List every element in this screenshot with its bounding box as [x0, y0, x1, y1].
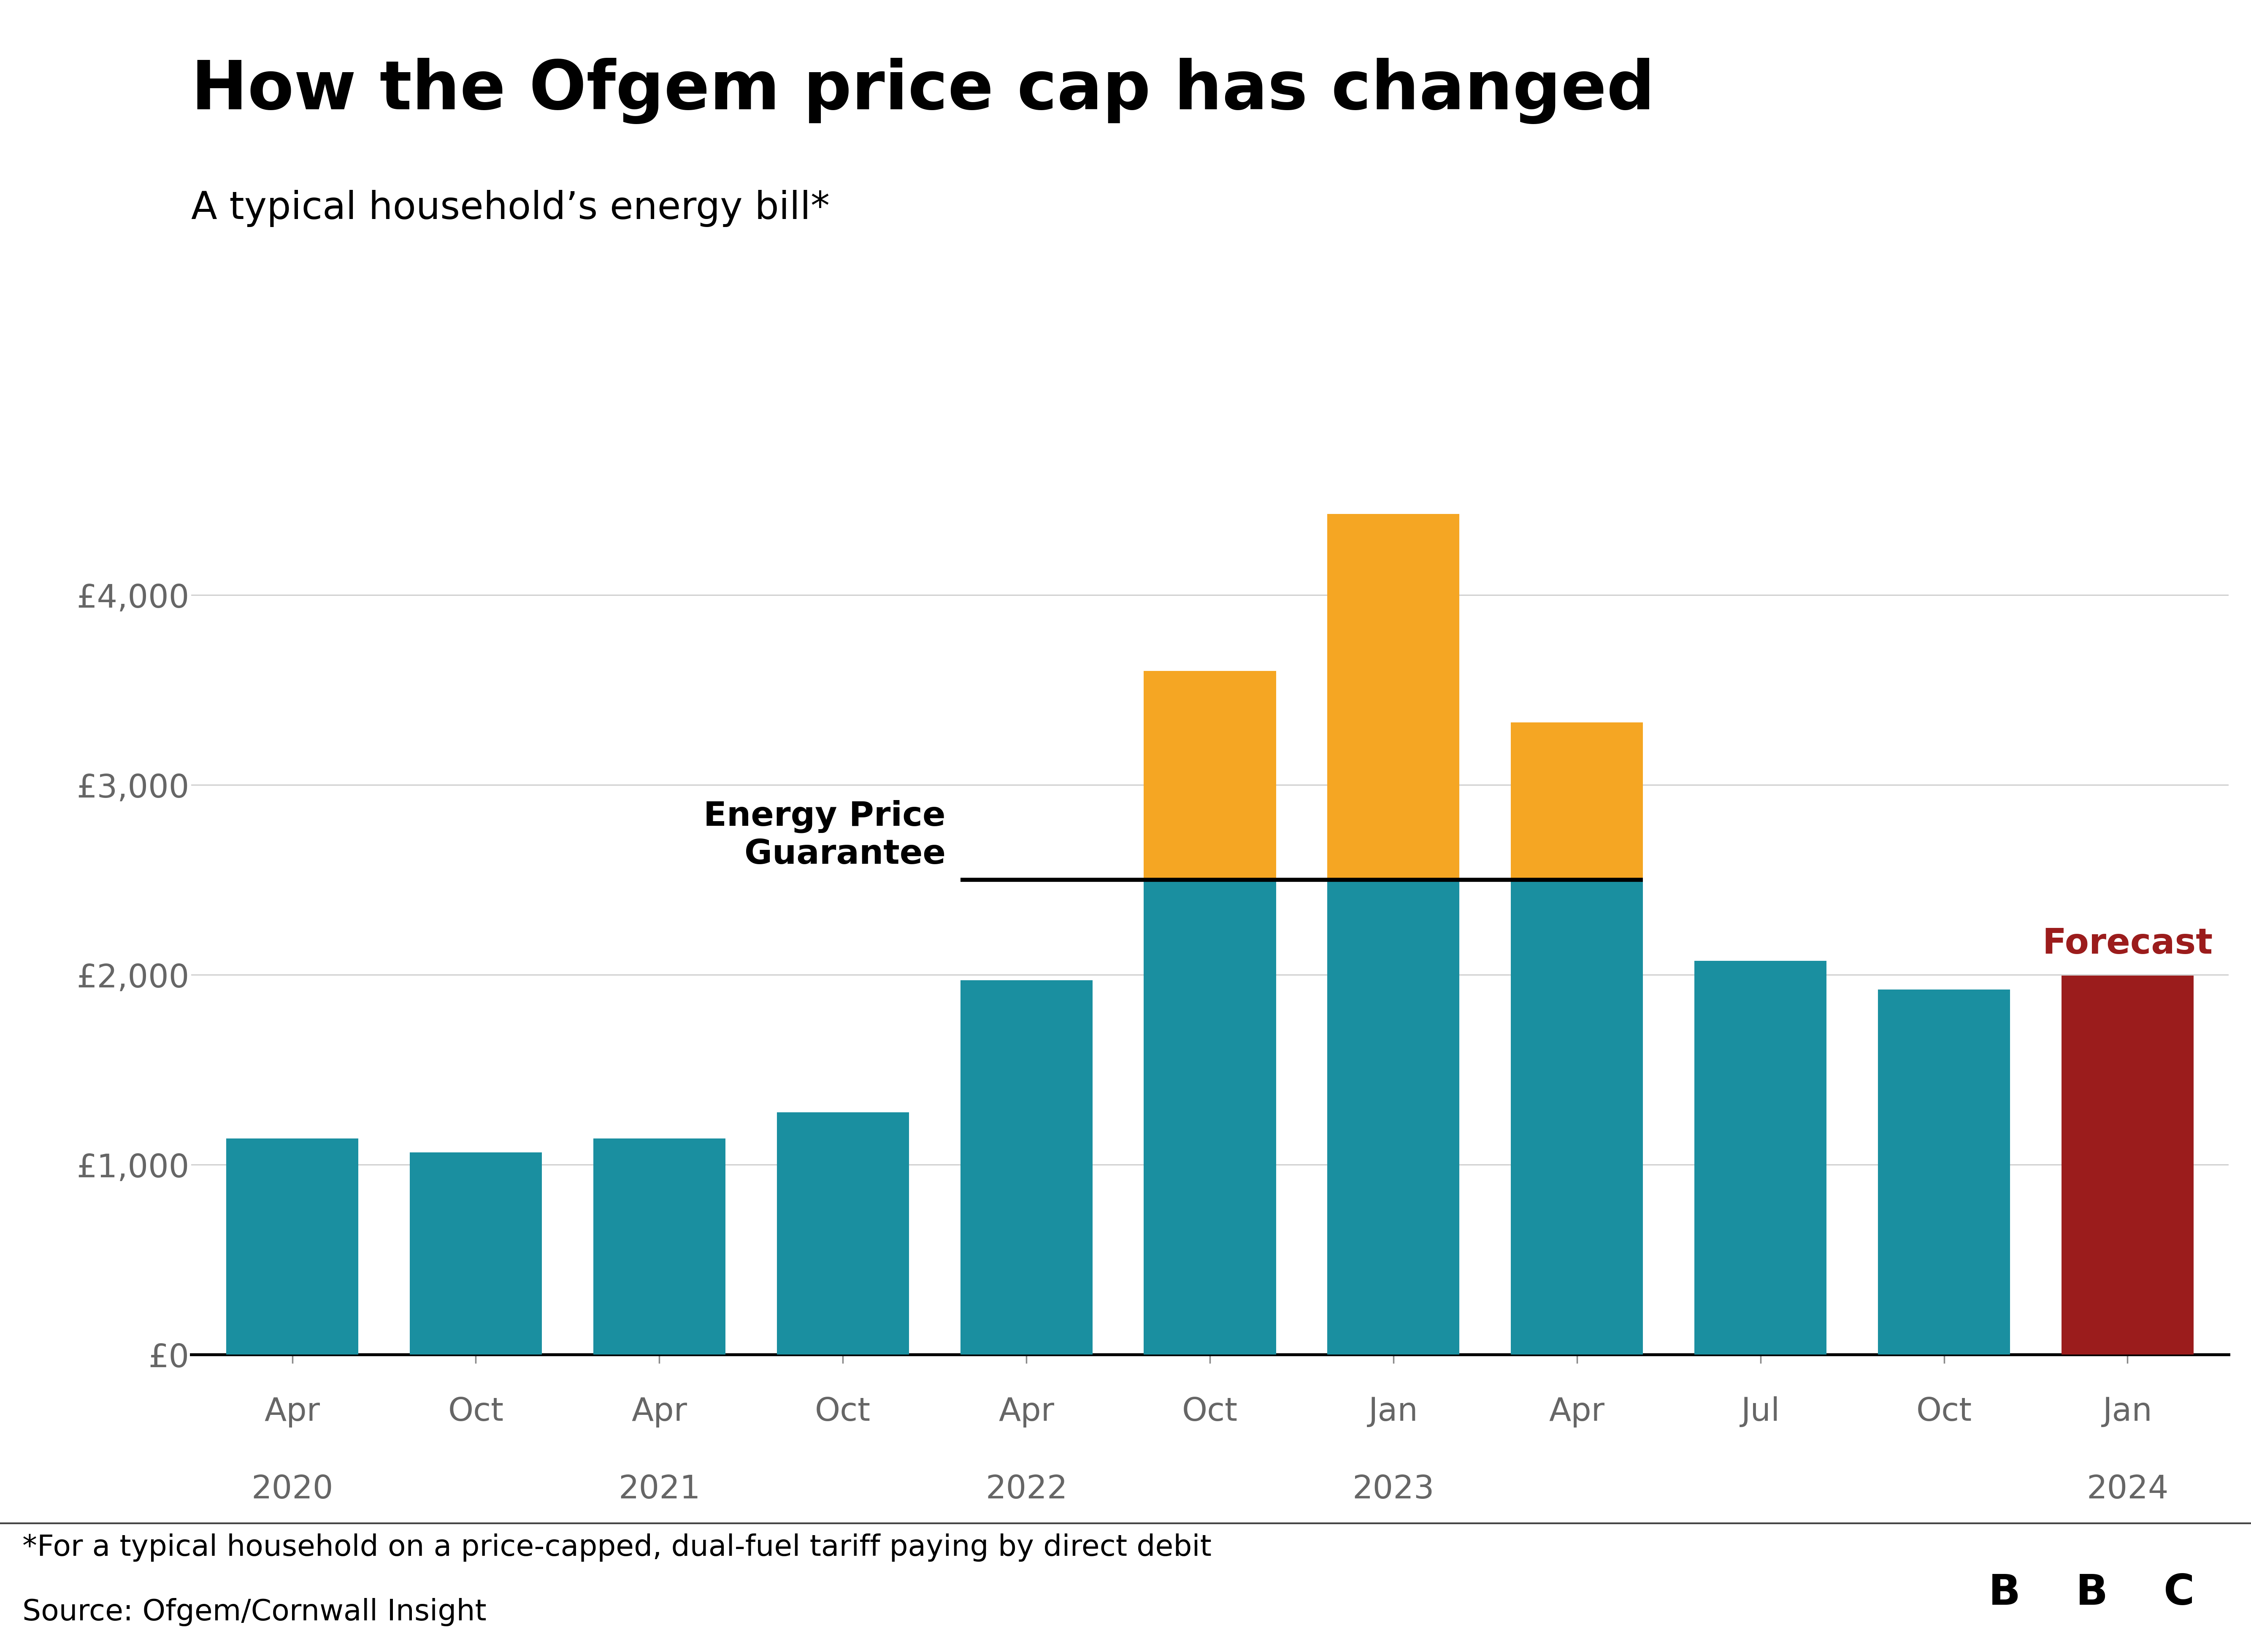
- Text: Apr: Apr: [263, 1396, 320, 1427]
- FancyBboxPatch shape: [1976, 1550, 2039, 1635]
- Text: A typical household’s energy bill*: A typical household’s energy bill*: [191, 190, 831, 226]
- Text: Apr: Apr: [1549, 1396, 1605, 1427]
- Bar: [961, 981, 1092, 1355]
- Text: B: B: [2075, 1573, 2107, 1612]
- Bar: [1328, 881, 1459, 1355]
- Text: How the Ofgem price cap has changed: How the Ofgem price cap has changed: [191, 58, 1654, 124]
- Text: B: B: [1988, 1573, 2021, 1612]
- Text: Oct: Oct: [448, 1396, 504, 1427]
- Bar: [1144, 671, 1276, 881]
- Text: Energy Price
Guarantee: Energy Price Guarantee: [705, 800, 945, 871]
- Text: Apr: Apr: [999, 1396, 1053, 1427]
- Bar: [1144, 881, 1276, 1355]
- Text: *For a typical household on a price-capped, dual-fuel tariff paying by direct de: *For a typical household on a price-capp…: [23, 1533, 1211, 1561]
- Text: Oct: Oct: [815, 1396, 871, 1427]
- Text: 2023: 2023: [1353, 1474, 1434, 1505]
- Text: Oct: Oct: [1916, 1396, 1972, 1427]
- Text: Source: Ofgem/Cornwall Insight: Source: Ofgem/Cornwall Insight: [23, 1597, 486, 1626]
- Bar: [1510, 881, 1643, 1355]
- Text: 2024: 2024: [2087, 1474, 2168, 1505]
- FancyBboxPatch shape: [2064, 1550, 2125, 1635]
- Bar: [410, 1153, 542, 1355]
- Text: C: C: [2163, 1573, 2195, 1612]
- Bar: [1877, 990, 2010, 1355]
- Bar: [1328, 514, 1459, 881]
- Text: 2022: 2022: [986, 1474, 1067, 1505]
- Bar: [1695, 961, 1826, 1355]
- Text: Jul: Jul: [1740, 1396, 1781, 1427]
- Bar: [777, 1112, 909, 1355]
- FancyBboxPatch shape: [2152, 1550, 2213, 1635]
- Bar: [1510, 722, 1643, 881]
- Text: Forecast: Forecast: [2042, 927, 2213, 960]
- Text: Jan: Jan: [1369, 1396, 1418, 1427]
- Text: 2020: 2020: [252, 1474, 333, 1505]
- Text: Apr: Apr: [633, 1396, 687, 1427]
- Text: 2021: 2021: [619, 1474, 700, 1505]
- Bar: [594, 1138, 725, 1355]
- Bar: [225, 1138, 358, 1355]
- Bar: [2062, 976, 2195, 1355]
- Text: Jan: Jan: [2102, 1396, 2152, 1427]
- Text: Oct: Oct: [1182, 1396, 1238, 1427]
